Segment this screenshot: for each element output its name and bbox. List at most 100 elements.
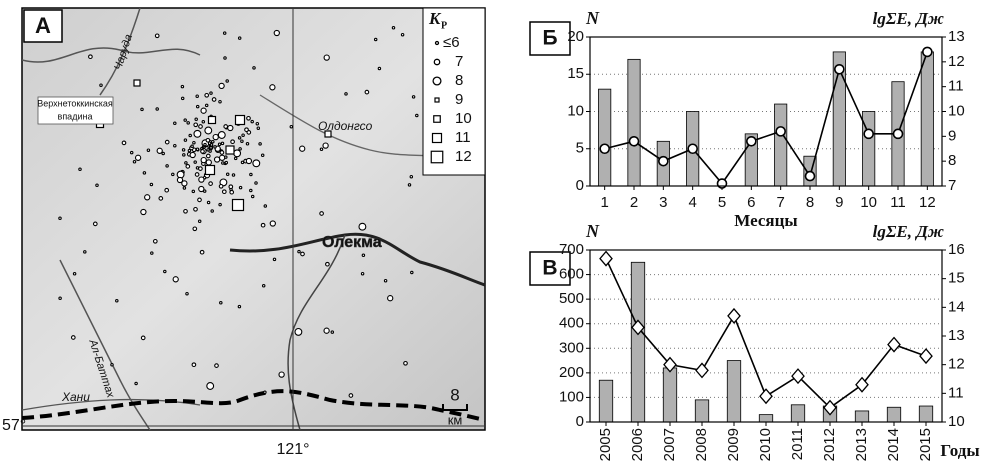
epicenter xyxy=(226,80,228,82)
epicenter xyxy=(331,331,333,333)
bar xyxy=(855,411,868,422)
epicenter xyxy=(214,146,216,148)
epicenter xyxy=(84,251,86,253)
x-tick-label: 2012 xyxy=(821,428,838,461)
epicenter xyxy=(220,155,225,160)
epicenter xyxy=(255,182,257,184)
epicenter xyxy=(250,189,252,191)
epicenter xyxy=(324,55,329,60)
legend-label: 8 xyxy=(455,72,463,89)
legend-label: 10 xyxy=(455,110,472,127)
y-tick-label: 200 xyxy=(559,364,584,381)
epicenter xyxy=(206,104,208,106)
line-marker xyxy=(864,129,873,138)
legend-symbol xyxy=(436,42,439,45)
epicenter xyxy=(147,149,149,151)
y-tick-label: 700 xyxy=(559,241,584,258)
y2-axis-label: lgΣE, Дж xyxy=(873,9,944,28)
epicenter xyxy=(198,198,202,202)
epicenter xyxy=(159,197,163,201)
epicenter xyxy=(221,142,223,144)
y2-tick-label: 10 xyxy=(948,102,965,119)
epicenter xyxy=(242,134,244,136)
epicenter xyxy=(209,182,213,186)
bar xyxy=(791,405,804,422)
epicenter xyxy=(220,302,222,304)
legend-symbol xyxy=(434,59,439,64)
epicenter xyxy=(174,145,176,147)
epicenter xyxy=(208,142,210,144)
epicenter xyxy=(227,173,229,175)
line-marker xyxy=(776,127,785,136)
epicenter xyxy=(205,94,209,98)
legend-symbol xyxy=(433,77,441,85)
y2-tick-label: 9 xyxy=(948,127,956,144)
panel-label: Б xyxy=(542,27,557,50)
epicenter xyxy=(210,147,212,149)
epicenter xyxy=(219,101,221,103)
epicenter xyxy=(199,167,203,171)
scale-unit: км xyxy=(448,412,463,427)
bar xyxy=(919,406,932,422)
epicenter xyxy=(201,158,206,163)
legend-subscript: Р xyxy=(441,20,447,31)
epicenter xyxy=(116,300,118,302)
epicenter xyxy=(257,127,259,129)
epicenter xyxy=(225,161,227,163)
epicenter xyxy=(264,205,266,207)
epicenter xyxy=(184,139,186,141)
epicenter xyxy=(212,141,214,143)
epicenter xyxy=(361,273,363,275)
x-tick-label: 2009 xyxy=(725,428,742,461)
epicenter xyxy=(236,116,245,125)
x-tick-label: 2014 xyxy=(885,428,902,461)
epicenter xyxy=(252,195,254,197)
legend-symbol xyxy=(433,134,442,143)
epicenter xyxy=(234,150,241,157)
epicenter xyxy=(182,149,184,151)
epicenter xyxy=(408,184,410,186)
epicenter xyxy=(261,223,265,227)
epicenter xyxy=(324,328,329,333)
epicenter xyxy=(215,364,219,368)
y-tick-label: 500 xyxy=(559,290,584,307)
epicenter xyxy=(111,364,113,366)
epicenter xyxy=(59,297,61,299)
line-marker xyxy=(747,137,756,146)
y2-tick-label: 15 xyxy=(948,270,965,287)
y2-tick-label: 7 xyxy=(948,177,956,194)
epicenter xyxy=(184,210,188,214)
x-tick-label: 6 xyxy=(747,194,755,211)
line-marker xyxy=(659,157,668,166)
x-tick-label: 2 xyxy=(630,194,638,211)
epicenter xyxy=(210,92,212,94)
legend-label: 7 xyxy=(455,53,463,70)
epicenter xyxy=(239,148,241,150)
epicenter xyxy=(189,134,191,136)
epicenter xyxy=(378,67,380,69)
x-tick-label: 4 xyxy=(688,194,696,211)
epicenter xyxy=(232,174,234,176)
y-tick-label: 15 xyxy=(567,65,584,82)
basin-label: Верхнетоккинская xyxy=(37,98,113,108)
epicenter xyxy=(193,227,197,231)
epicenter xyxy=(320,212,324,216)
epicenter xyxy=(349,394,353,398)
line-marker xyxy=(600,144,609,153)
epicenter xyxy=(301,252,305,256)
epicenter xyxy=(375,38,377,40)
epicenter xyxy=(172,173,174,175)
epicenter xyxy=(238,305,240,307)
x-tick-label: 2010 xyxy=(757,428,774,461)
longitude-label: 121° xyxy=(276,441,309,458)
y-axis-label: N xyxy=(585,8,600,28)
epicenter xyxy=(156,108,158,110)
epicenter xyxy=(183,154,185,156)
epicenter xyxy=(247,117,251,121)
y2-tick-label: 12 xyxy=(948,356,965,373)
epicenter xyxy=(133,161,135,163)
line-marker xyxy=(920,349,932,363)
epicenter xyxy=(256,123,258,125)
epicenter xyxy=(141,336,145,340)
epicenter xyxy=(259,143,261,145)
